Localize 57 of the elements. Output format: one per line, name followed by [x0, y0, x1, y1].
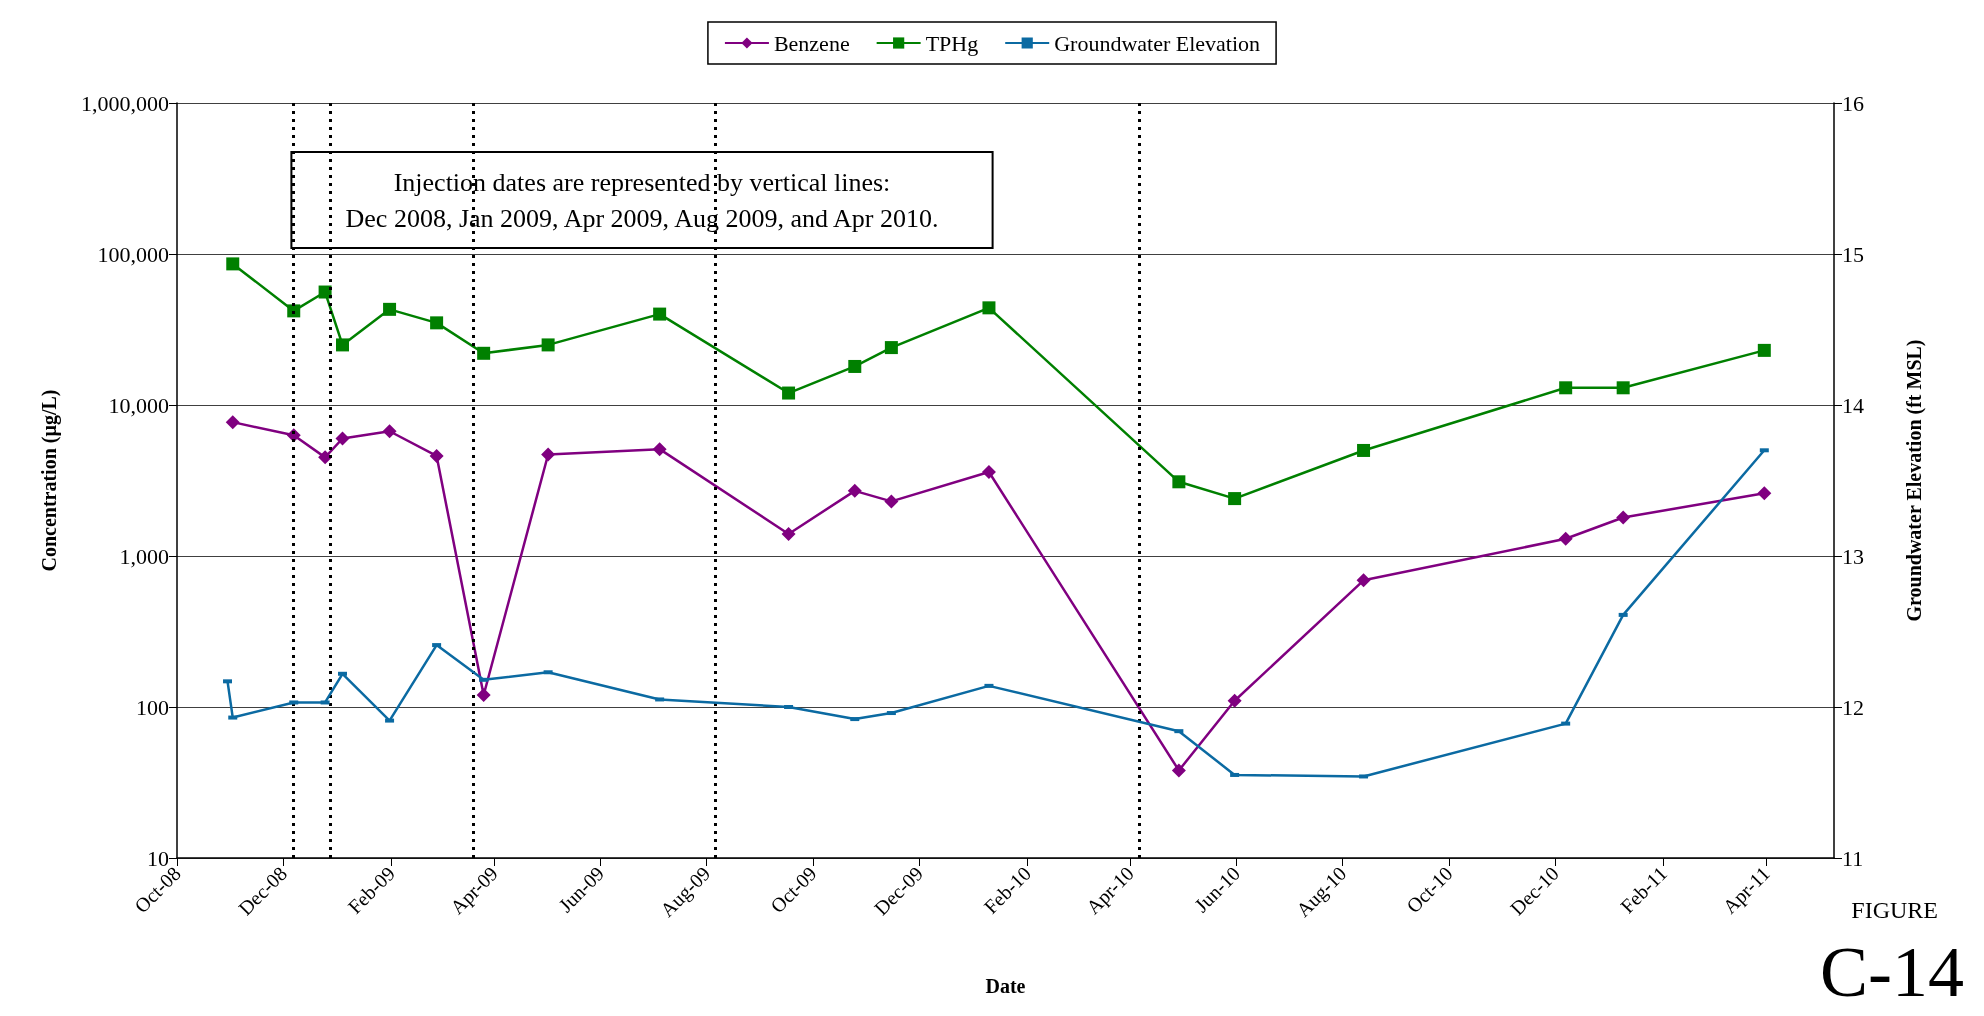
y-tick-label: 10,000	[108, 392, 169, 418]
point	[1757, 343, 1771, 357]
y2-axis-title: Groundwater Elevation (ft MSL)	[1903, 339, 1926, 622]
point	[1356, 573, 1371, 588]
point	[541, 447, 556, 462]
point	[1757, 486, 1772, 501]
point	[982, 301, 996, 315]
y-tick-label: 1,000,000	[81, 90, 169, 116]
point	[225, 415, 240, 430]
point	[884, 341, 898, 355]
point	[383, 302, 397, 316]
point	[541, 338, 555, 352]
point	[336, 338, 350, 352]
point	[1228, 492, 1242, 506]
annotation: Injection dates are represented by vertical lines: Dec 2008, Jan 2009, Apr 2009, Aug 2009, and Apr 2010.	[345, 167, 939, 233]
point	[981, 465, 996, 479]
y2-tick-label: 12	[1842, 694, 1864, 720]
point	[430, 316, 444, 330]
y-tick-label: 10	[147, 845, 169, 871]
y2-tick-label: 11	[1842, 845, 1864, 871]
point	[476, 688, 491, 703]
point	[781, 526, 796, 541]
point	[1616, 381, 1630, 395]
legend-label: Groundwater Elevation	[1054, 30, 1261, 56]
legend-label: TPHg	[925, 30, 979, 56]
point	[318, 450, 333, 465]
y2-tick-label: 15	[1842, 241, 1864, 267]
point	[1616, 510, 1631, 525]
y-axis-title: Concentration (µg/L)	[38, 389, 61, 572]
y2-tick-label: 14	[1842, 392, 1864, 418]
point	[847, 483, 862, 498]
point	[226, 257, 240, 271]
point	[1558, 531, 1573, 546]
point	[782, 386, 796, 400]
legend-label: Benzene	[773, 30, 850, 56]
point	[884, 494, 899, 509]
point	[429, 448, 444, 463]
point	[335, 431, 350, 446]
text: FIGURE	[1851, 897, 1938, 923]
point	[1357, 443, 1371, 457]
point	[1172, 475, 1186, 489]
y2-tick-label: 13	[1842, 543, 1864, 569]
point	[1227, 693, 1242, 708]
point	[848, 359, 862, 373]
y-tick-label: 1,000	[119, 543, 169, 569]
point	[477, 346, 491, 360]
point	[653, 307, 667, 321]
y-tick-label: 100	[136, 694, 169, 720]
point	[287, 304, 301, 318]
x-axis-title: Date	[985, 975, 1026, 997]
point	[382, 424, 397, 439]
point	[652, 442, 667, 457]
text: C-14	[1820, 932, 1964, 1012]
y2-tick-label: 16	[1842, 90, 1864, 116]
point	[1559, 381, 1573, 395]
point	[1171, 763, 1186, 778]
y-tick-label: 100,000	[97, 241, 169, 267]
